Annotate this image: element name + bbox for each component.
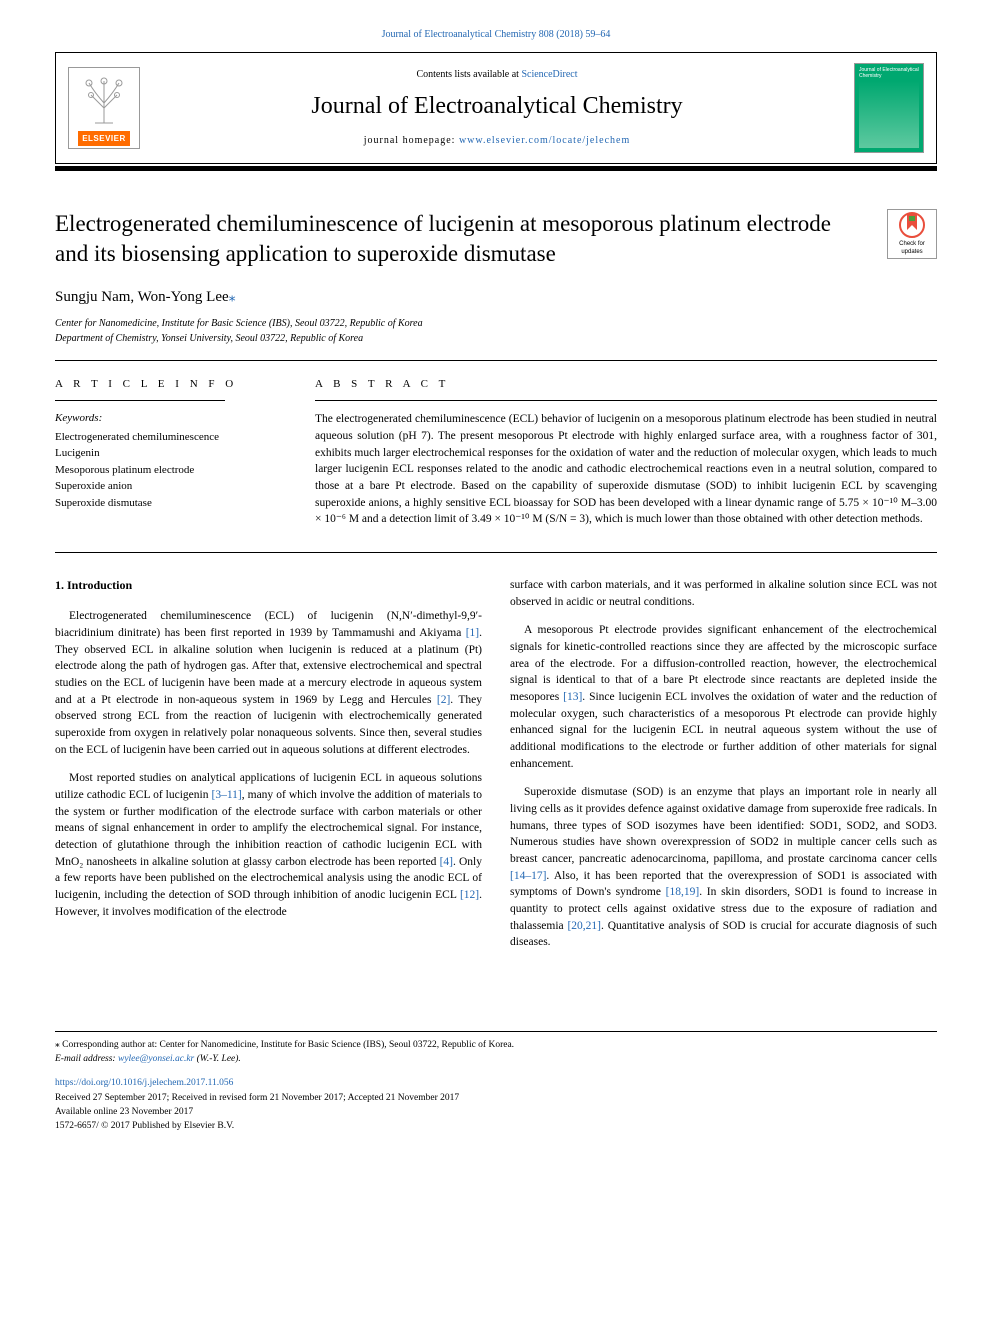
citation-link[interactable]: [12] — [460, 889, 479, 901]
article-info-heading: A R T I C L E I N F O — [55, 377, 285, 392]
doi-link[interactable]: https://doi.org/10.1016/j.jelechem.2017.… — [55, 1078, 233, 1088]
divider — [315, 400, 937, 401]
black-separator-bar — [55, 166, 937, 171]
citation-link[interactable]: [3–11] — [212, 789, 242, 801]
citation-link[interactable]: [1] — [466, 627, 479, 639]
keywords-list: Electrogenerated chemiluminescence Lucig… — [55, 429, 285, 512]
copyright-line: 1572-6657/ © 2017 Published by Elsevier … — [55, 1119, 937, 1133]
affiliation-1: Center for Nanomedicine, Institute for B… — [55, 316, 937, 331]
body-left-column: 1. Introduction Electrogenerated chemilu… — [55, 577, 482, 963]
body-right-column: surface with carbon materials, and it wa… — [510, 577, 937, 963]
journal-cover-thumbnail: Journal of Electroanalytical Chemistry — [854, 63, 924, 153]
email-label: E-mail address: — [55, 1054, 118, 1064]
citation-link[interactable]: [4] — [440, 856, 453, 868]
authors: Sungju Nam, Won-Yong Lee⁎ — [55, 287, 937, 308]
sciencedirect-link[interactable]: ScienceDirect — [521, 69, 577, 80]
article-info-column: A R T I C L E I N F O Keywords: Electrog… — [55, 377, 285, 528]
article-title: Electrogenerated chemiluminescence of lu… — [55, 209, 867, 269]
body-paragraph: Most reported studies on analytical appl… — [55, 770, 482, 920]
keyword: Electrogenerated chemiluminescence — [55, 429, 285, 446]
divider — [55, 360, 937, 361]
body-paragraph: Electrogenerated chemiluminescence (ECL)… — [55, 608, 482, 758]
homepage-prefix: journal homepage: — [364, 135, 459, 146]
abstract-text: The electrogenerated chemiluminescence (… — [315, 411, 937, 528]
body-two-columns: 1. Introduction Electrogenerated chemilu… — [55, 577, 937, 963]
contents-available-line: Contents lists available at ScienceDirec… — [140, 68, 854, 82]
keyword: Mesoporous platinum electrode — [55, 462, 285, 479]
citation-link[interactable]: [14–17] — [510, 870, 546, 882]
affiliations: Center for Nanomedicine, Institute for B… — [55, 316, 937, 346]
elsevier-logo-text: ELSEVIER — [78, 131, 130, 146]
available-online: Available online 23 November 2017 — [55, 1105, 937, 1119]
keyword: Lucigenin — [55, 445, 285, 462]
email-line: E-mail address: wylee@yonsei.ac.kr (W.-Y… — [55, 1052, 937, 1066]
abstract-heading: A B S T R A C T — [315, 377, 937, 392]
affiliation-2: Department of Chemistry, Yonsei Universi… — [55, 331, 937, 346]
info-abstract-row: A R T I C L E I N F O Keywords: Electrog… — [55, 377, 937, 528]
elsevier-logo: ELSEVIER — [68, 67, 140, 149]
divider — [55, 552, 937, 553]
check-updates-icon — [899, 212, 925, 238]
email-link[interactable]: wylee@yonsei.ac.kr — [118, 1054, 194, 1064]
author-names: Sungju Nam, Won-Yong Lee — [55, 289, 229, 305]
corresponding-author-mark: ⁎ — [229, 290, 236, 305]
corresponding-author-note: ⁎ Corresponding author at: Center for Na… — [55, 1038, 937, 1052]
body-paragraph: surface with carbon materials, and it wa… — [510, 577, 937, 610]
footnotes: ⁎ Corresponding author at: Center for Na… — [55, 1031, 937, 1134]
cover-thumb-body — [859, 81, 919, 148]
title-row: Electrogenerated chemiluminescence of lu… — [55, 209, 937, 269]
check-for-updates-badge[interactable]: Check for updates — [887, 209, 937, 259]
journal-homepage-line: journal homepage: www.elsevier.com/locat… — [140, 134, 854, 148]
journal-homepage-link[interactable]: www.elsevier.com/locate/jelechem — [459, 135, 630, 146]
abstract-column: A B S T R A C T The electrogenerated che… — [315, 377, 937, 528]
contents-prefix: Contents lists available at — [416, 69, 521, 80]
divider — [55, 400, 225, 401]
citation-link[interactable]: [13] — [563, 691, 582, 703]
cover-thumb-title: Journal of Electroanalytical Chemistry — [859, 68, 919, 79]
body-paragraph: A mesoporous Pt electrode provides signi… — [510, 622, 937, 772]
keyword: Superoxide anion — [55, 478, 285, 495]
check-updates-label: Check for updates — [888, 240, 936, 257]
citation-link[interactable]: [18,19] — [666, 886, 700, 898]
citation-link[interactable]: [20,21] — [567, 920, 601, 932]
running-head-link[interactable]: Journal of Electroanalytical Chemistry 8… — [382, 29, 611, 40]
keywords-label: Keywords: — [55, 411, 285, 426]
journal-header-box: ELSEVIER Contents lists available at Sci… — [55, 52, 937, 164]
body-paragraph: Superoxide dismutase (SOD) is an enzyme … — [510, 784, 937, 951]
keyword: Superoxide dismutase — [55, 495, 285, 512]
received-dates: Received 27 September 2017; Received in … — [55, 1091, 937, 1105]
journal-header-center: Contents lists available at ScienceDirec… — [140, 68, 854, 148]
running-head: Journal of Electroanalytical Chemistry 8… — [55, 28, 937, 42]
bookmark-icon — [905, 214, 919, 236]
journal-name: Journal of Electroanalytical Chemistry — [140, 90, 854, 124]
email-name: (W.-Y. Lee). — [194, 1054, 241, 1064]
introduction-heading: 1. Introduction — [55, 577, 482, 594]
elsevier-tree-icon — [73, 73, 135, 131]
citation-link[interactable]: [2] — [437, 694, 450, 706]
